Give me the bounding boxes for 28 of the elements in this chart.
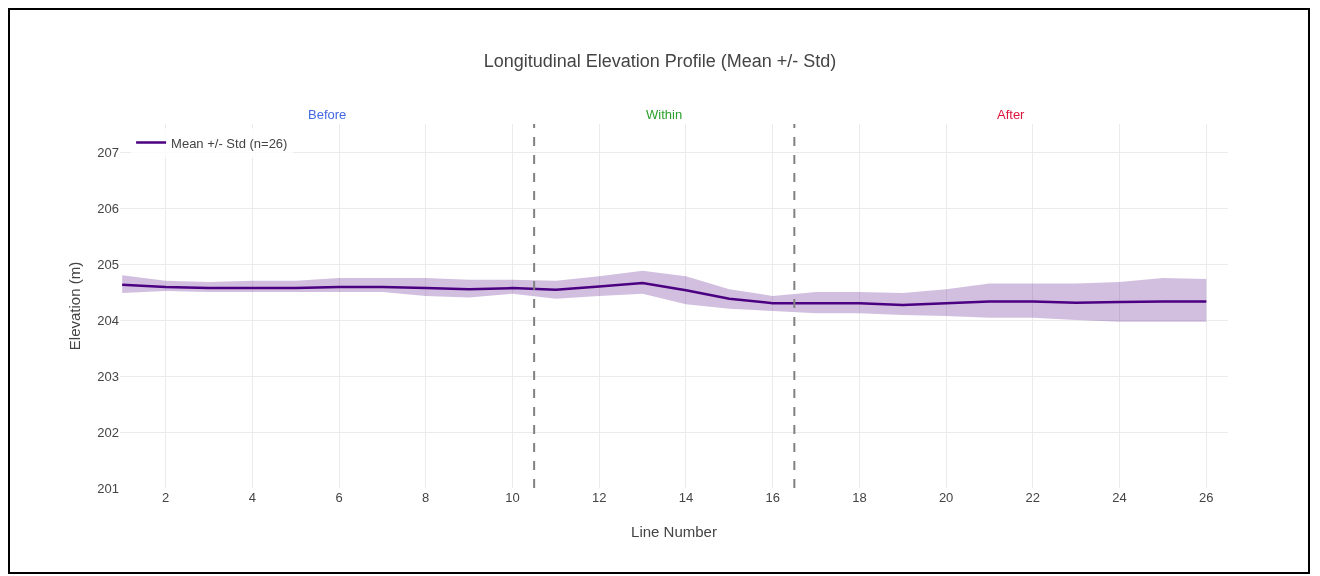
x-tick-label: 12 bbox=[591, 490, 607, 505]
y-tick-label: 207 bbox=[97, 144, 119, 160]
text: Within bbox=[646, 107, 683, 122]
x-tick-label: 10 bbox=[505, 490, 520, 505]
x-tick-label: 24 bbox=[1112, 490, 1127, 505]
y-axis-title: Elevation (m) bbox=[66, 261, 83, 351]
y-tick-label: 201 bbox=[97, 480, 119, 496]
y-tick-label: 202 bbox=[97, 424, 119, 440]
x-tick-label: 18 bbox=[852, 490, 867, 505]
x-tick-label: 14 bbox=[678, 490, 694, 505]
x-tick-label: 6 bbox=[335, 490, 343, 505]
x-tick-label: 22 bbox=[1025, 490, 1041, 505]
y-tick-label: 204 bbox=[97, 312, 119, 328]
x-tick-label: 16 bbox=[765, 490, 780, 505]
x-tick-label: 26 bbox=[1199, 490, 1214, 505]
x-tick-label: 8 bbox=[422, 490, 430, 505]
y-tick-label: 203 bbox=[97, 368, 119, 384]
x-tick-label: 2 bbox=[161, 490, 170, 505]
text: Before bbox=[308, 107, 347, 122]
y-tick-label: 206 bbox=[97, 200, 119, 216]
line-series bbox=[120, 281, 1208, 307]
x-axis-title: Line Number bbox=[631, 523, 717, 540]
legend-label: Mean +/- Std (n=26) bbox=[171, 135, 288, 151]
x-tick-label: 20 bbox=[938, 490, 954, 505]
x-tick-label: 4 bbox=[248, 490, 256, 505]
text: After bbox=[997, 107, 1026, 122]
chart-title: Longitudinal Elevation Profile (Mean +/- Std) bbox=[483, 50, 837, 71]
y-tick-label: 205 bbox=[97, 256, 119, 272]
